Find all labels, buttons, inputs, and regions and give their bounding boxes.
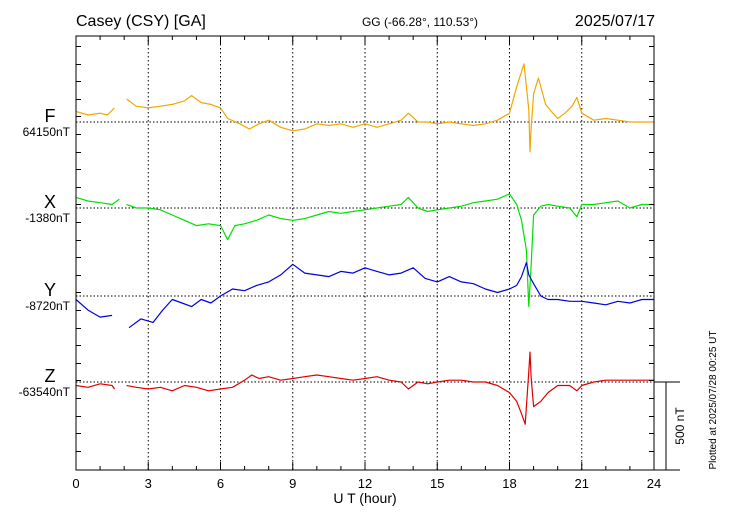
plotted-note: Plotted at 2025/07/28 00:25 UT bbox=[708, 331, 719, 470]
series-line-y bbox=[75, 262, 654, 329]
x-axis-label: U T (hour) bbox=[333, 490, 396, 506]
baseline-label-z: -63540nT bbox=[19, 385, 71, 399]
x-tick-label-9: 9 bbox=[289, 476, 296, 491]
series-name-x: X bbox=[44, 192, 56, 212]
x-tick-label-18: 18 bbox=[502, 476, 516, 491]
baseline-label-f: 64150nT bbox=[23, 125, 71, 139]
x-tick-label-0: 0 bbox=[72, 476, 79, 491]
series-name-z: Z bbox=[45, 366, 56, 386]
station-coords: GG (-66.28°, 110.53°) bbox=[362, 15, 478, 29]
series-name-f: F bbox=[45, 106, 56, 126]
x-tick-label-6: 6 bbox=[217, 476, 224, 491]
baseline-label-x: -1380nT bbox=[25, 211, 70, 225]
x-tick-label-12: 12 bbox=[358, 476, 372, 491]
baseline-label-y: -8720nT bbox=[25, 299, 70, 313]
station-title: Casey (CSY) [GA] bbox=[76, 13, 206, 30]
series-name-y: Y bbox=[44, 280, 56, 300]
series-line-f bbox=[75, 63, 654, 153]
chart-date: 2025/07/17 bbox=[575, 13, 655, 30]
x-tick-label-24: 24 bbox=[647, 476, 661, 491]
scale-label: 500 nT bbox=[673, 407, 687, 445]
scale-bar: 500 nT bbox=[654, 381, 687, 471]
plot-frame bbox=[75, 35, 655, 471]
series-line-z bbox=[75, 351, 654, 425]
x-tick-label-21: 21 bbox=[575, 476, 589, 491]
x-tick-label-3: 3 bbox=[145, 476, 152, 491]
x-tick-label-15: 15 bbox=[430, 476, 444, 491]
chart-grid bbox=[76, 36, 654, 470]
series-line-x bbox=[75, 193, 654, 308]
